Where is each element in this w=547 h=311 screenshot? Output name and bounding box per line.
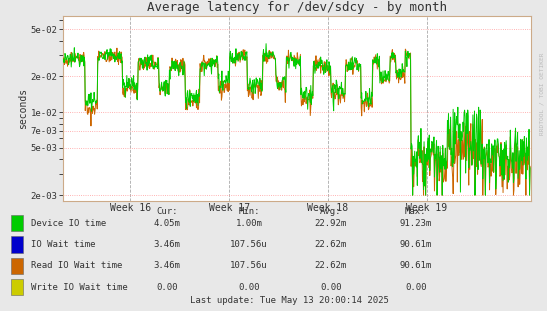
- Text: 90.61m: 90.61m: [400, 262, 432, 271]
- Bar: [11, 215, 23, 231]
- Text: Device IO time: Device IO time: [31, 219, 107, 228]
- Text: 91.23m: 91.23m: [400, 219, 432, 228]
- Text: RRDTOOL / TOBI OETIKER: RRDTOOL / TOBI OETIKER: [539, 52, 544, 135]
- Text: 0.00: 0.00: [156, 283, 178, 292]
- Text: 22.62m: 22.62m: [315, 240, 347, 249]
- Text: Write IO Wait time: Write IO Wait time: [31, 283, 128, 292]
- Text: 0.00: 0.00: [238, 283, 260, 292]
- Text: 0.00: 0.00: [405, 283, 427, 292]
- Bar: [11, 258, 23, 274]
- Y-axis label: seconds: seconds: [18, 87, 28, 129]
- Text: 3.46m: 3.46m: [153, 262, 181, 271]
- Text: 90.61m: 90.61m: [400, 240, 432, 249]
- Text: 22.92m: 22.92m: [315, 219, 347, 228]
- Text: 107.56u: 107.56u: [230, 262, 267, 271]
- Text: Cur:: Cur:: [156, 207, 178, 216]
- Text: 22.62m: 22.62m: [315, 262, 347, 271]
- Bar: [11, 279, 23, 295]
- Text: Last update: Tue May 13 20:00:14 2025: Last update: Tue May 13 20:00:14 2025: [190, 296, 389, 305]
- Text: 0.00: 0.00: [320, 283, 342, 292]
- Text: 107.56u: 107.56u: [230, 240, 267, 249]
- Text: 1.00m: 1.00m: [235, 219, 263, 228]
- Bar: [11, 236, 23, 253]
- Text: Max:: Max:: [405, 207, 427, 216]
- Text: 4.05m: 4.05m: [153, 219, 181, 228]
- Text: IO Wait time: IO Wait time: [31, 240, 96, 249]
- Text: 3.46m: 3.46m: [153, 240, 181, 249]
- Text: Read IO Wait time: Read IO Wait time: [31, 262, 123, 271]
- Text: Avg:: Avg:: [320, 207, 342, 216]
- Text: Min:: Min:: [238, 207, 260, 216]
- Title: Average latency for /dev/sdcy - by month: Average latency for /dev/sdcy - by month: [147, 1, 447, 14]
